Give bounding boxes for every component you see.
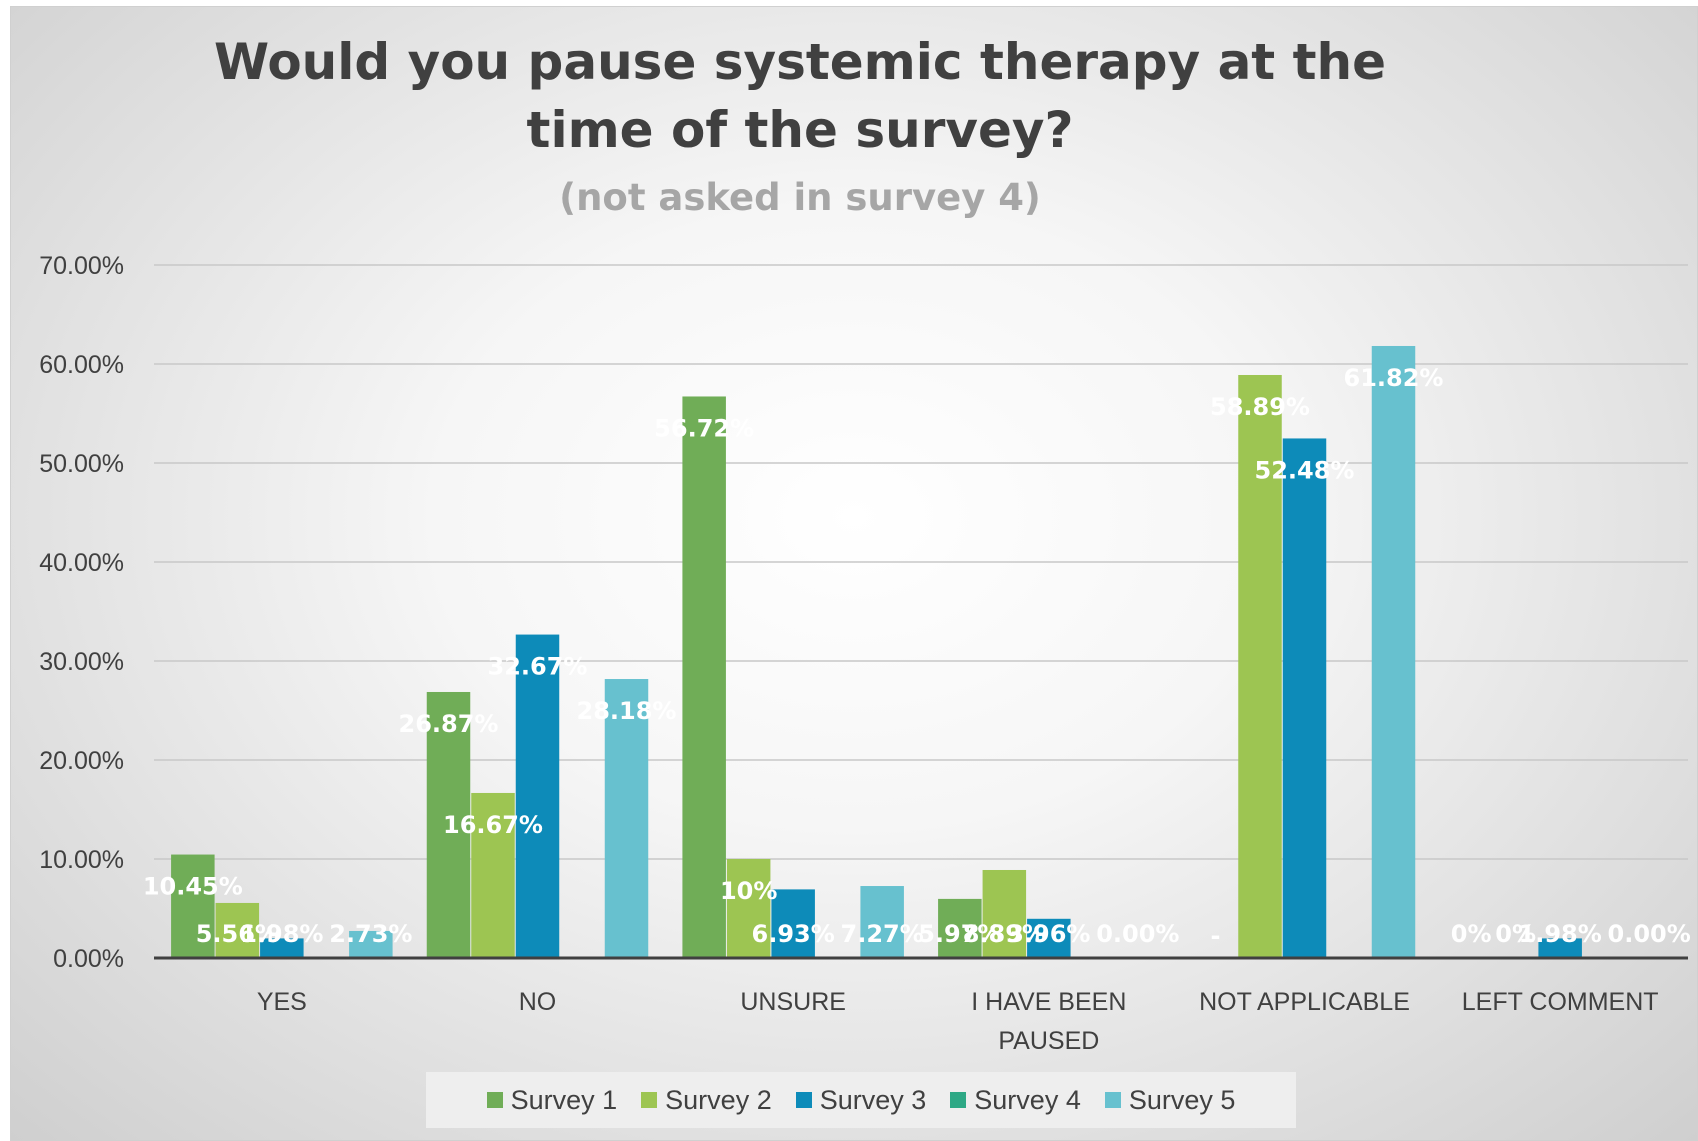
y-tick-label: 20.00% xyxy=(39,747,124,775)
bar xyxy=(349,930,393,958)
x-tick-label: YES xyxy=(257,988,307,1016)
legend-swatch xyxy=(641,1092,658,1108)
data-label: 2.73% xyxy=(329,920,412,948)
chart-title-line-1: Would you pause systemic therapy at the xyxy=(213,33,1387,91)
y-tick-label: 30.00% xyxy=(39,648,124,676)
data-label: 1.98% xyxy=(1519,920,1602,948)
y-axis: 0.00% 10.00% 20.00% 30.00% 40.00% 50.00% 60.00… xyxy=(39,252,124,973)
bar xyxy=(604,679,649,958)
chart-title: Would you pause systemic therapy at the … xyxy=(0,28,1600,164)
data-label: - xyxy=(1211,922,1221,950)
y-tick-label: 10.00% xyxy=(39,846,124,874)
bar xyxy=(1538,938,1582,958)
bar xyxy=(471,792,515,958)
bar xyxy=(1238,374,1282,958)
data-label: 10% xyxy=(720,877,777,905)
legend-swatch xyxy=(486,1092,503,1108)
bar xyxy=(726,859,771,958)
data-label: 5.97% xyxy=(918,920,1001,948)
bar xyxy=(426,691,471,958)
y-tick-label: 60.00% xyxy=(39,351,124,379)
data-label: 26.87% xyxy=(399,710,499,738)
x-tick-label: NOT APPLICABLE xyxy=(1199,988,1410,1016)
x-tick-label: UNSURE xyxy=(740,988,846,1016)
legend-item: Survey 1 xyxy=(486,1084,618,1116)
data-label: 16.67% xyxy=(443,811,543,839)
legend-label: Survey 2 xyxy=(665,1084,772,1115)
data-label: 3.96% xyxy=(1007,920,1090,948)
x-tick-label: PAUSED xyxy=(998,1027,1099,1055)
bar xyxy=(860,886,904,958)
data-label: 56.72% xyxy=(654,414,754,442)
bar xyxy=(215,902,260,958)
bars xyxy=(171,345,1582,958)
legend-item: Survey 4 xyxy=(950,1085,1081,1116)
data-label: 5.56% xyxy=(196,920,279,948)
x-axis: YES NO UNSURE I HAVE BEEN PAUSED NOT APPLICAB… xyxy=(154,956,1688,1055)
bar xyxy=(1282,438,1327,958)
bar xyxy=(260,938,304,958)
chart-subtitle: (not asked in survey 4) xyxy=(559,176,1041,219)
data-label: 0% xyxy=(1451,920,1492,948)
data-label: 0% xyxy=(1495,920,1536,948)
legend-label: Survey 4 xyxy=(974,1084,1081,1115)
bar xyxy=(982,869,1027,958)
legend-item: Survey 3 xyxy=(795,1084,927,1116)
data-label: 52.48% xyxy=(1255,456,1355,484)
legend-label: Survey 3 xyxy=(819,1084,927,1115)
data-label: 0.00% xyxy=(1608,920,1691,948)
x-tick-label: I HAVE BEEN xyxy=(971,988,1126,1016)
y-tick-label: 40.00% xyxy=(39,549,124,577)
data-label: 10.45% xyxy=(143,873,243,901)
data-label: 32.67% xyxy=(488,653,588,681)
bar xyxy=(1371,345,1416,958)
bar xyxy=(771,889,815,958)
y-tick-label: 70.00% xyxy=(39,252,124,280)
legend-label: Survey 5 xyxy=(1128,1084,1236,1115)
data-label: 0.00% xyxy=(1096,920,1179,948)
legend-swatch xyxy=(950,1092,967,1108)
data-label: 28.18% xyxy=(577,697,677,725)
y-tick-label: 50.00% xyxy=(39,450,124,478)
legend-swatch xyxy=(1104,1092,1121,1108)
bar xyxy=(171,854,215,958)
data-label: 61.82% xyxy=(1344,364,1444,392)
legend-swatch xyxy=(795,1092,812,1108)
data-label: 1.98% xyxy=(240,920,323,948)
legend: Survey 1 Survey 2 Survey 3 Survey 4 Survey 5 xyxy=(426,1072,1296,1128)
data-label: 58.89% xyxy=(1210,393,1310,421)
bar xyxy=(515,634,560,958)
chart-title-line-2: time of the survey? xyxy=(526,101,1074,159)
bar xyxy=(938,898,982,958)
x-tick-label: NO xyxy=(519,988,557,1016)
legend-label: Survey 1 xyxy=(510,1084,618,1115)
data-label: 7.27% xyxy=(841,920,924,948)
data-label: 8.89% xyxy=(963,920,1046,948)
gridlines xyxy=(154,264,1688,860)
legend-item: Survey 5 xyxy=(1104,1084,1236,1116)
x-tick-label: LEFT COMMENT xyxy=(1462,988,1659,1016)
bar xyxy=(682,396,726,958)
data-label: 6.93% xyxy=(752,920,835,948)
bar xyxy=(1027,918,1071,958)
y-tick-label: 0.00% xyxy=(53,945,124,973)
legend-item: Survey 2 xyxy=(641,1085,772,1116)
data-labels: 10.45%5.56%1.98% 2.73%26.87%16.67%32.67%2… xyxy=(143,364,1691,950)
